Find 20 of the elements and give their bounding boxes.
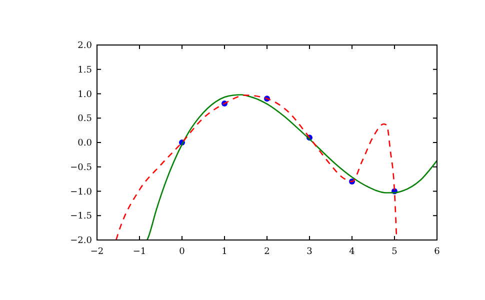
y-tick-label: 0.5	[78, 114, 92, 124]
x-tick-label: 1	[222, 247, 228, 257]
y-tick-label: −0.5	[70, 162, 92, 173]
y-tick-label: 1.0	[78, 90, 92, 100]
x-tick-label: 6	[434, 247, 440, 257]
x-tick-label: −2	[90, 247, 104, 257]
y-tick-label: 0.0	[78, 138, 92, 148]
line-series	[146, 94, 437, 240]
x-tick-label: 3	[306, 247, 313, 257]
line-series	[115, 94, 398, 240]
x-tick-label: 2	[264, 247, 270, 257]
y-tick-label: −1.0	[70, 187, 92, 198]
x-tick-label: 4	[349, 247, 356, 257]
x-tick-label: −1	[132, 247, 146, 257]
x-tick-label: 5	[392, 247, 398, 257]
y-tick-label: −2.0	[70, 236, 92, 246]
y-tick-label: −1.5	[70, 212, 92, 222]
y-tick-label: 1.5	[78, 65, 92, 76]
x-tick-label: 0	[179, 247, 186, 257]
y-tick-label: 2.0	[78, 41, 92, 51]
